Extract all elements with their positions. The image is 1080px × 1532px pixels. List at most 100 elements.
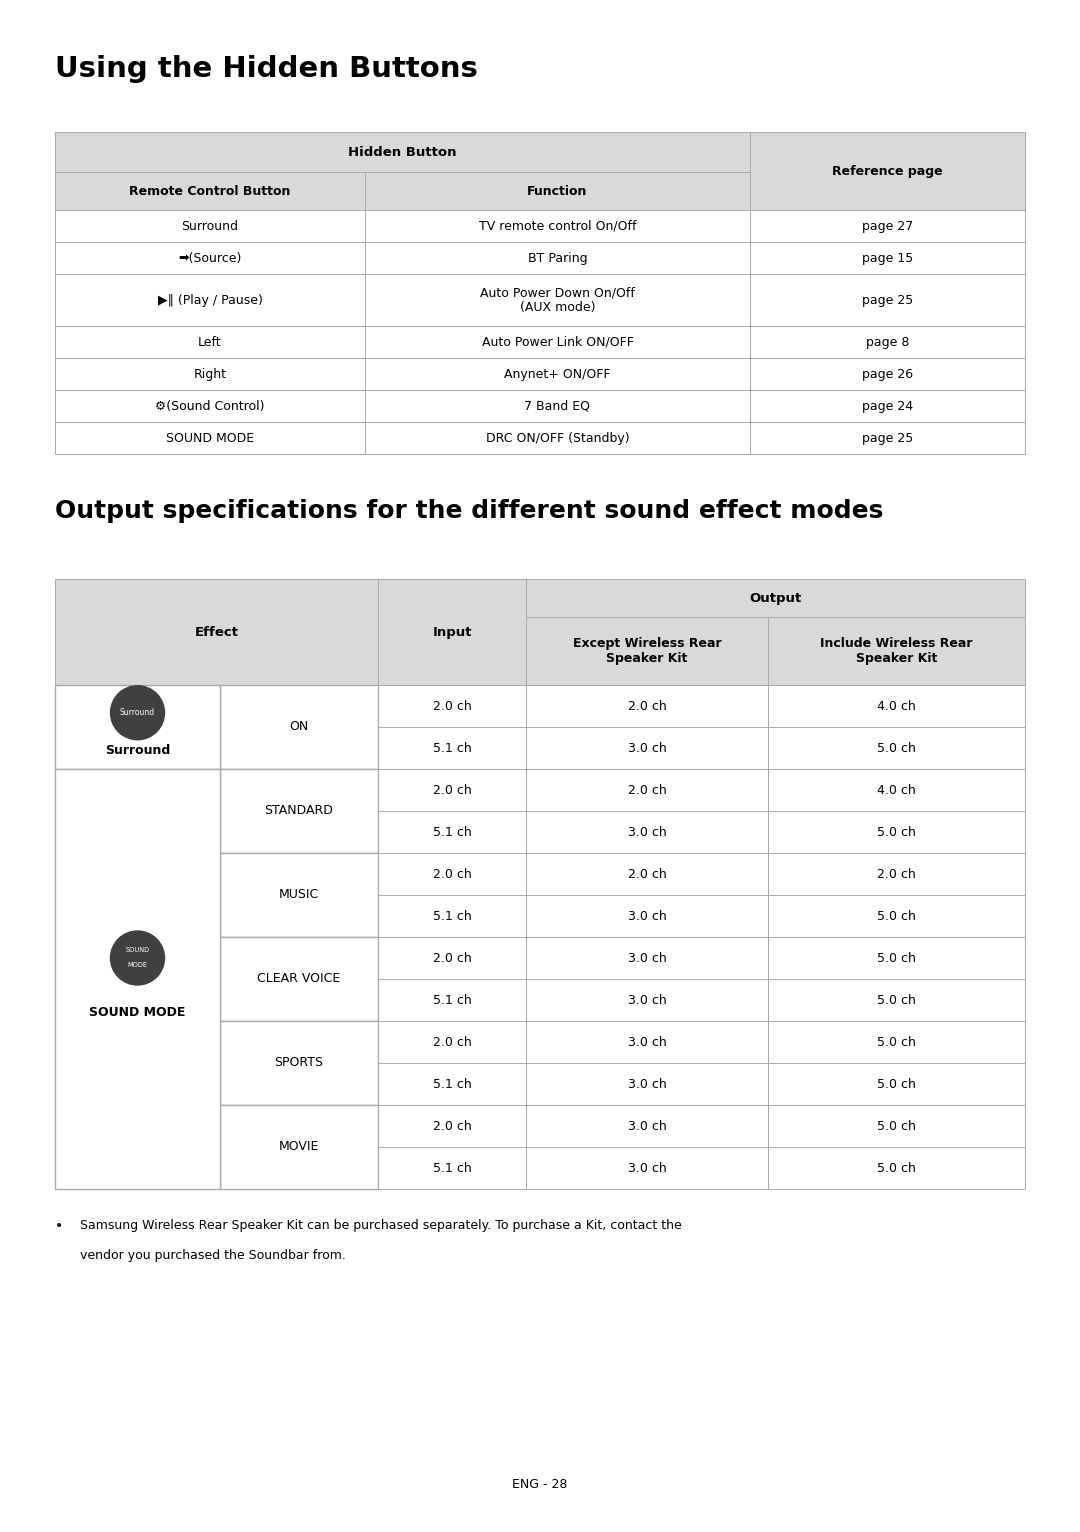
Bar bbox=[220, 1063, 378, 1105]
Text: 5.1 ch: 5.1 ch bbox=[433, 826, 471, 838]
Text: ⚙(Sound Control): ⚙(Sound Control) bbox=[156, 400, 265, 412]
Bar bbox=[750, 391, 1025, 421]
Bar bbox=[365, 210, 750, 242]
Bar bbox=[378, 1063, 526, 1105]
Bar bbox=[55, 895, 220, 938]
Bar bbox=[378, 810, 526, 853]
Bar bbox=[526, 1063, 768, 1105]
Bar bbox=[55, 326, 365, 358]
Text: 2.0 ch: 2.0 ch bbox=[433, 783, 471, 797]
Text: TV remote control On/Off: TV remote control On/Off bbox=[478, 219, 636, 233]
Bar bbox=[55, 391, 365, 421]
Bar bbox=[378, 895, 526, 938]
Bar bbox=[378, 1020, 526, 1063]
Text: 4.0 ch: 4.0 ch bbox=[877, 700, 916, 712]
Bar bbox=[768, 685, 1025, 728]
Text: SOUND MODE: SOUND MODE bbox=[166, 432, 254, 444]
Bar bbox=[55, 242, 365, 274]
Bar bbox=[365, 326, 750, 358]
Bar bbox=[55, 728, 220, 769]
Text: page 25: page 25 bbox=[862, 432, 913, 444]
Bar bbox=[220, 728, 378, 769]
Text: ➡(Source): ➡(Source) bbox=[178, 251, 242, 265]
Bar bbox=[378, 728, 526, 769]
Bar bbox=[526, 1105, 768, 1147]
Bar bbox=[220, 810, 378, 853]
Bar bbox=[220, 853, 378, 938]
Text: 2.0 ch: 2.0 ch bbox=[877, 867, 916, 881]
Bar bbox=[768, 769, 1025, 810]
Bar bbox=[768, 938, 1025, 979]
Text: page 24: page 24 bbox=[862, 400, 913, 412]
Bar bbox=[526, 938, 768, 979]
Text: 5.1 ch: 5.1 ch bbox=[433, 910, 471, 922]
Bar bbox=[768, 853, 1025, 895]
Bar bbox=[55, 274, 365, 326]
Text: 2.0 ch: 2.0 ch bbox=[433, 700, 471, 712]
Text: 2.0 ch: 2.0 ch bbox=[433, 1036, 471, 1048]
Text: 5.0 ch: 5.0 ch bbox=[877, 826, 916, 838]
Bar bbox=[365, 421, 750, 453]
Text: 5.1 ch: 5.1 ch bbox=[433, 1077, 471, 1091]
Text: 5.0 ch: 5.0 ch bbox=[877, 1036, 916, 1048]
Text: page 26: page 26 bbox=[862, 368, 913, 380]
Bar bbox=[526, 579, 1025, 617]
Bar bbox=[220, 769, 378, 810]
Bar bbox=[750, 326, 1025, 358]
Bar bbox=[750, 274, 1025, 326]
Bar bbox=[55, 853, 220, 895]
Bar bbox=[768, 1105, 1025, 1147]
Bar bbox=[55, 579, 378, 685]
Bar bbox=[220, 979, 378, 1020]
Text: Using the Hidden Buttons: Using the Hidden Buttons bbox=[55, 55, 477, 83]
Bar bbox=[526, 685, 768, 728]
Bar bbox=[55, 685, 220, 769]
Text: Samsung Wireless Rear Speaker Kit can be purchased separately. To purchase a Kit: Samsung Wireless Rear Speaker Kit can be… bbox=[80, 1219, 681, 1232]
Bar bbox=[55, 685, 220, 728]
Bar bbox=[55, 769, 220, 810]
Bar bbox=[526, 979, 768, 1020]
Text: 2.0 ch: 2.0 ch bbox=[433, 951, 471, 965]
Bar bbox=[365, 358, 750, 391]
Text: Include Wireless Rear
Speaker Kit: Include Wireless Rear Speaker Kit bbox=[820, 637, 973, 665]
Bar bbox=[220, 769, 378, 853]
Text: Left: Left bbox=[199, 336, 221, 348]
Bar bbox=[220, 1105, 378, 1189]
Bar bbox=[768, 1147, 1025, 1189]
Text: ▶‖ (Play / Pause): ▶‖ (Play / Pause) bbox=[158, 294, 262, 306]
Bar bbox=[55, 579, 378, 617]
Bar bbox=[378, 979, 526, 1020]
Bar bbox=[55, 938, 220, 979]
Bar bbox=[768, 1063, 1025, 1105]
Text: 3.0 ch: 3.0 ch bbox=[627, 1161, 666, 1175]
Text: 5.0 ch: 5.0 ch bbox=[877, 1120, 916, 1132]
Bar bbox=[526, 769, 768, 810]
Text: Output specifications for the different sound effect modes: Output specifications for the different … bbox=[55, 499, 883, 522]
Bar bbox=[750, 210, 1025, 242]
Bar bbox=[378, 769, 526, 810]
Text: page 27: page 27 bbox=[862, 219, 913, 233]
Text: Reference page: Reference page bbox=[833, 164, 943, 178]
Bar bbox=[378, 1105, 526, 1147]
Text: Input: Input bbox=[432, 625, 472, 639]
Text: Anynet+ ON/OFF: Anynet+ ON/OFF bbox=[504, 368, 611, 380]
Bar bbox=[378, 579, 526, 617]
Text: Hidden Button: Hidden Button bbox=[348, 146, 457, 158]
Text: SOUND MODE: SOUND MODE bbox=[90, 1007, 186, 1019]
Text: Surround: Surround bbox=[181, 219, 239, 233]
Text: BT Paring: BT Paring bbox=[528, 251, 588, 265]
Bar bbox=[220, 853, 378, 895]
Bar bbox=[220, 685, 378, 728]
Bar bbox=[365, 172, 750, 210]
Bar bbox=[365, 274, 750, 326]
Bar bbox=[220, 1147, 378, 1189]
Text: 3.0 ch: 3.0 ch bbox=[627, 1120, 666, 1132]
Text: 2.0 ch: 2.0 ch bbox=[627, 700, 666, 712]
Text: 3.0 ch: 3.0 ch bbox=[627, 993, 666, 1007]
Text: 5.0 ch: 5.0 ch bbox=[877, 1077, 916, 1091]
Bar bbox=[365, 391, 750, 421]
Bar bbox=[526, 895, 768, 938]
Text: Output: Output bbox=[750, 591, 801, 605]
Text: 5.0 ch: 5.0 ch bbox=[877, 1161, 916, 1175]
Bar bbox=[55, 1147, 220, 1189]
